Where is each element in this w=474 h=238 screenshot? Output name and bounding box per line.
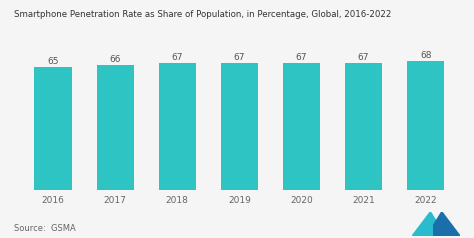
Text: 65: 65	[47, 57, 59, 66]
Text: 67: 67	[234, 53, 245, 62]
Bar	[97, 65, 134, 190]
Bar	[283, 63, 320, 190]
Bar	[345, 63, 382, 190]
Text: 68: 68	[420, 51, 431, 60]
Bar	[35, 67, 72, 190]
Text: Smartphone Penetration Rate as Share of Population, in Percentage, Global, 2016-: Smartphone Penetration Rate as Share of …	[14, 10, 392, 19]
Polygon shape	[434, 212, 460, 236]
Text: 67: 67	[296, 53, 307, 62]
Bar	[159, 63, 196, 190]
Text: 66: 66	[109, 55, 121, 64]
Polygon shape	[412, 212, 438, 236]
Text: 67: 67	[172, 53, 183, 62]
Bar	[407, 61, 444, 190]
Text: Source:  GSMA: Source: GSMA	[14, 224, 76, 233]
Text: 67: 67	[358, 53, 369, 62]
Bar	[221, 63, 258, 190]
